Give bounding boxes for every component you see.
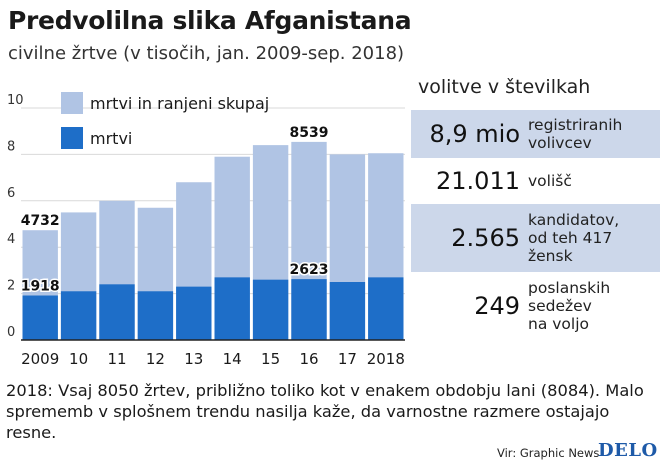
stat-label: volišč	[528, 172, 572, 190]
stat-row: 8,9 mio registriranih volivcev	[411, 110, 660, 158]
chart-subtitle: civilne žrtve (v tisočih, jan. 2009-sep.…	[8, 43, 405, 64]
chart-title: Predvolilna slika Afganistana	[8, 6, 412, 35]
bars	[22, 141, 404, 340]
bar	[137, 291, 174, 340]
footnote: 2018: Vsaj 8050 žrtev, približno toliko …	[6, 381, 644, 442]
stats-panel-title: volitve v številkah	[418, 76, 591, 98]
stat-label: poslanskih sedežev na voljo	[528, 279, 610, 333]
stat-label-line: žensk	[528, 247, 573, 265]
legend-swatch	[61, 127, 83, 149]
stat-label: registriranih volivcev	[528, 116, 622, 152]
x-tick-label: 2009	[21, 350, 59, 368]
legend-label: mrtvi in ranjeni skupaj	[90, 94, 269, 113]
stat-value: 21.011	[436, 167, 520, 195]
data-label: 1918	[21, 279, 60, 295]
bar	[291, 279, 327, 340]
stat-row: 2.565 kandidatov, od teh 417 žensk	[411, 204, 660, 272]
y-tick-label: 6	[7, 186, 15, 201]
stat-label-line: registriranih	[528, 116, 623, 134]
x-tick-label: 14	[223, 350, 242, 368]
bar	[99, 284, 135, 340]
stat-label-line: kandidatov,	[528, 211, 620, 229]
x-tick-label: 11	[107, 350, 126, 368]
x-tick-label: 2018	[367, 350, 405, 368]
y-tick-label: 4	[7, 232, 15, 247]
stat-label-line: na voljo	[528, 314, 590, 333]
stat-label-line: volišč	[528, 172, 572, 190]
data-label: 2623	[290, 262, 329, 278]
y-tick-label: 10	[7, 93, 24, 108]
bar	[22, 295, 58, 340]
y-axis-ticks: 0 2 4 6 8 10	[7, 93, 24, 340]
stat-label-line: od teh 417	[528, 229, 613, 247]
bar	[252, 279, 289, 340]
x-tick-label: 13	[184, 350, 203, 368]
data-label: 8539	[290, 125, 329, 141]
x-tick-label: 12	[146, 350, 165, 368]
x-tick-label: 17	[338, 350, 357, 368]
stat-label: kandidatov, od teh 417 žensk	[528, 211, 619, 265]
bar	[214, 277, 250, 340]
y-tick-label: 2	[7, 279, 15, 294]
stat-value: 8,9 mio	[429, 120, 520, 148]
stat-value: 2.565	[451, 224, 520, 252]
legend-swatch	[61, 92, 83, 114]
bar	[329, 282, 366, 340]
stat-row: 21.011 volišč	[411, 160, 660, 202]
x-tick-label: 16	[299, 350, 318, 368]
stat-label-line: sedežev	[528, 296, 592, 315]
data-label-halo: 4732	[21, 213, 60, 229]
stat-value: 249	[474, 291, 520, 320]
legend: mrtvi in ranjeni skupaj mrtvi	[61, 92, 269, 149]
legend-label: mrtvi	[90, 129, 132, 148]
stat-label-line: volivcev	[528, 134, 592, 152]
y-tick-label: 0	[7, 325, 15, 340]
stat-row: 249 poslanskih sedežev na voljo	[411, 273, 660, 338]
x-tick-label: 15	[261, 350, 280, 368]
bar	[368, 277, 404, 340]
data-label-halo: 8539	[290, 125, 329, 141]
delo-logo: DELO	[598, 440, 658, 461]
data-label-halo: 1918	[21, 279, 60, 295]
stat-label-line: poslanskih	[528, 278, 611, 297]
y-tick-label: 8	[7, 139, 15, 154]
source-credit: Vir: Graphic News	[497, 446, 600, 460]
x-axis-ticks: 2009 10 11 12 13 14 15 16 17 2018	[21, 350, 405, 368]
x-tick-label: 10	[69, 350, 88, 368]
data-label: 4732	[21, 213, 60, 229]
bar	[60, 291, 97, 340]
data-label-halo: 2623	[290, 262, 329, 278]
bar	[176, 286, 212, 340]
